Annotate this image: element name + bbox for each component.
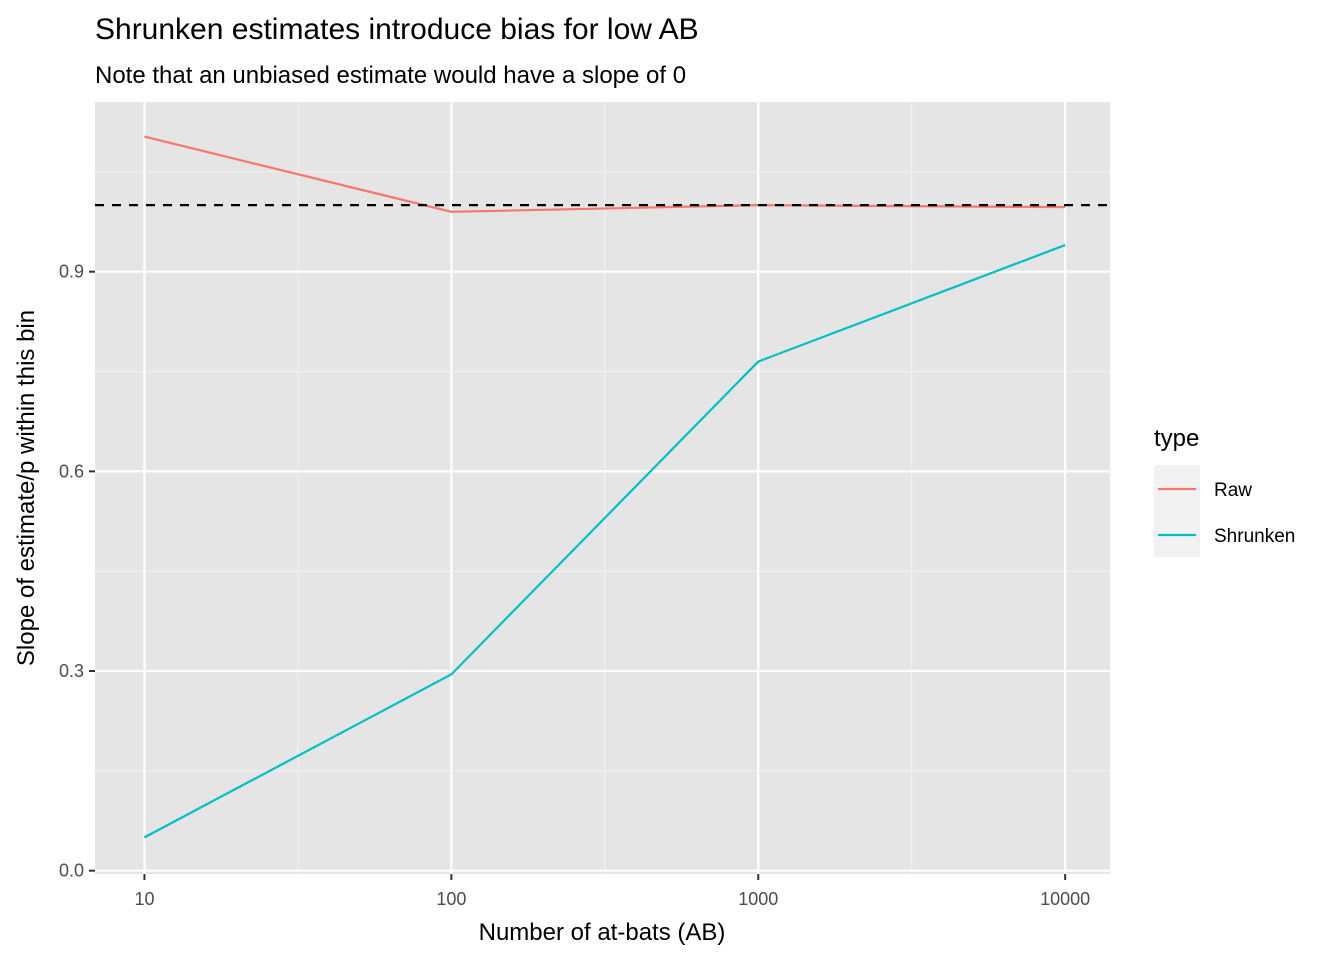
y-tick-label: 0.3 bbox=[59, 661, 84, 681]
y-axis-title: Slope of estimate/p within this bin bbox=[13, 310, 40, 666]
y-tick-label: 0.6 bbox=[59, 461, 84, 481]
x-axis: 10 100 1000 10000 bbox=[134, 874, 1090, 909]
legend-key-bg bbox=[1154, 465, 1200, 557]
legend: type Raw Shrunken bbox=[1154, 425, 1295, 557]
x-tick-label: 1000 bbox=[738, 889, 778, 909]
series-line-shrunken bbox=[143, 244, 1066, 839]
y-tick-label: 0.9 bbox=[59, 262, 84, 282]
y-axis: 0.0 0.3 0.6 0.9 bbox=[59, 262, 95, 881]
y-tick-label: 0.0 bbox=[59, 861, 84, 881]
x-tick-label: 10 bbox=[134, 889, 154, 909]
x-tick-label: 10000 bbox=[1040, 889, 1090, 909]
legend-label-shrunken: Shrunken bbox=[1214, 526, 1295, 547]
chart-title: Shrunken estimates introduce bias for lo… bbox=[95, 13, 699, 46]
legend-title: type bbox=[1154, 425, 1199, 452]
x-tick-label: 100 bbox=[436, 889, 466, 909]
grid-major bbox=[95, 102, 1110, 874]
plot-panel bbox=[95, 102, 1110, 874]
x-axis-title: Number of at-bats (AB) bbox=[479, 919, 726, 946]
chart-subtitle: Note that an unbiased estimate would hav… bbox=[95, 62, 686, 89]
legend-label-raw: Raw bbox=[1214, 480, 1252, 501]
grid-minor bbox=[95, 102, 1110, 874]
